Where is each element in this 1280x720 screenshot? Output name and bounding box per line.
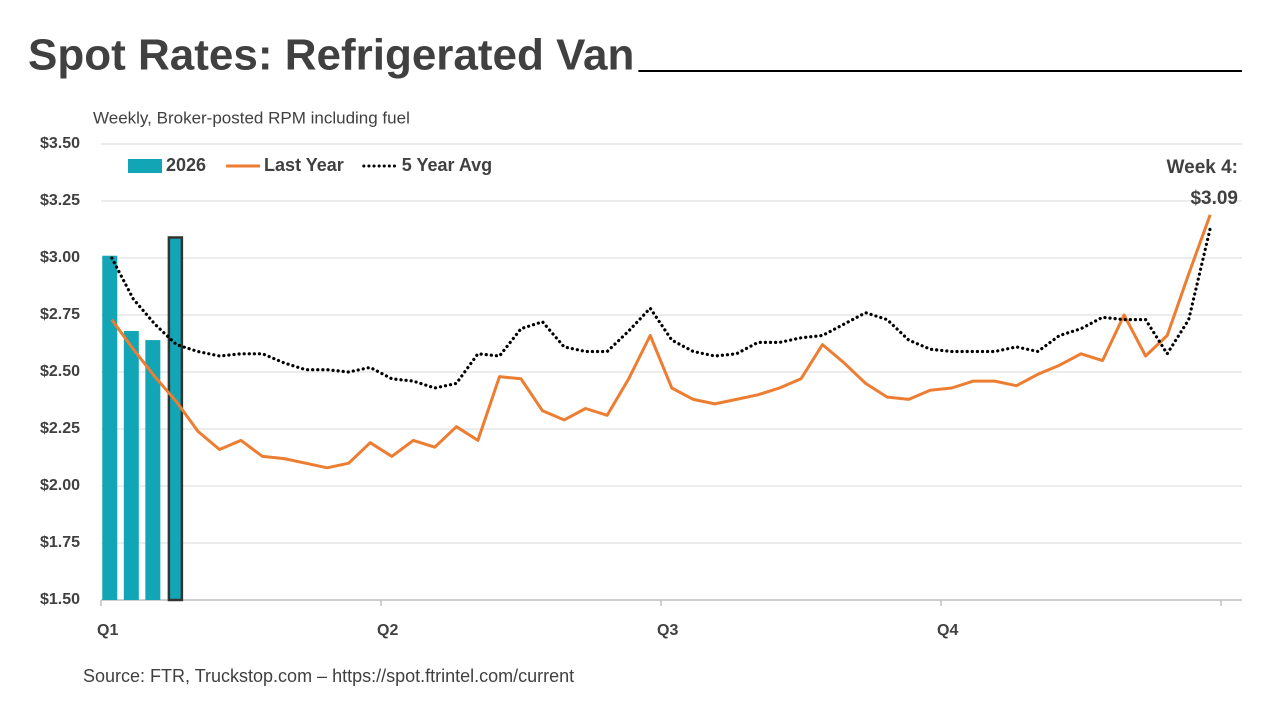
bar — [145, 340, 161, 600]
y-tick-label: $3.25 — [40, 192, 80, 209]
bar — [102, 255, 118, 600]
legend-label: 5 Year Avg — [402, 155, 492, 175]
y-tick-label: $2.75 — [40, 306, 80, 323]
y-tick-label: $1.75 — [40, 534, 80, 551]
chart-subtitle: Weekly, Broker-posted RPM including fuel — [93, 108, 410, 127]
y-tick-label: $2.50 — [40, 363, 80, 380]
y-tick-label: $3.50 — [40, 135, 80, 152]
bar — [167, 236, 184, 602]
y-tick-label: $3.00 — [40, 249, 80, 266]
x-tick-label: Q3 — [657, 622, 678, 639]
x-tick-label: Q2 — [377, 622, 398, 639]
y-tick-label: $1.50 — [40, 591, 80, 608]
legend-label: 2026 — [166, 155, 206, 175]
legend-swatch — [128, 159, 162, 173]
bar — [123, 330, 139, 600]
source-note: Source: FTR, Truckstop.com – https://spo… — [83, 666, 574, 686]
x-tick-label: Q1 — [97, 622, 118, 639]
y-tick-label: $2.25 — [40, 420, 80, 437]
y-tick-label: $2.00 — [40, 477, 80, 494]
annotation: Week 4: — [1167, 157, 1238, 178]
line-series — [110, 214, 1212, 470]
annotation: $3.09 — [1190, 188, 1238, 209]
line-series — [110, 226, 1212, 390]
chart-title: Spot Rates: Refrigerated Van — [28, 31, 634, 80]
legend-label: Last Year — [264, 155, 344, 175]
x-tick-label: Q4 — [937, 622, 958, 639]
